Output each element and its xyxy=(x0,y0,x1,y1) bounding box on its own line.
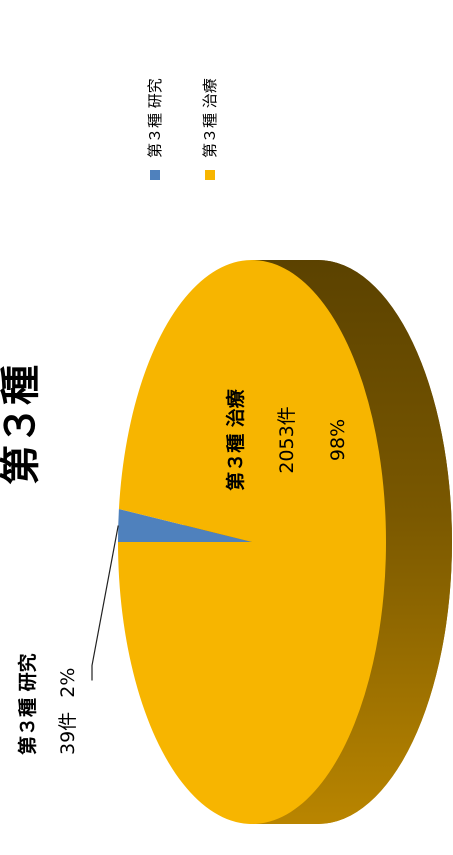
data-label-treatment-percent: 98% xyxy=(327,419,349,461)
legend-label-research: 第３種 研究 xyxy=(146,78,164,158)
data-label-treatment-name: 第３種 治療 xyxy=(224,388,247,491)
legend: 第３種 研究 第３種 治療 xyxy=(146,78,219,180)
data-label-treatment-value: 2053件 xyxy=(276,406,298,473)
pie-slice-research xyxy=(118,509,252,542)
leader-line xyxy=(91,525,119,681)
legend-swatch-research xyxy=(150,170,160,180)
data-label-research-percent: 2% xyxy=(57,668,79,698)
data-label-research-name: 第３種 研究 xyxy=(16,653,39,755)
legend-swatch-treatment xyxy=(205,170,215,180)
chart-title: 第３種 xyxy=(0,365,44,485)
svg-text:39件 2%: 39件 2% xyxy=(57,668,79,755)
pie-slice-treatment xyxy=(118,259,386,824)
legend-label-treatment: 第３種 治療 xyxy=(201,78,219,158)
data-label-research-value: 39件 xyxy=(57,712,79,755)
